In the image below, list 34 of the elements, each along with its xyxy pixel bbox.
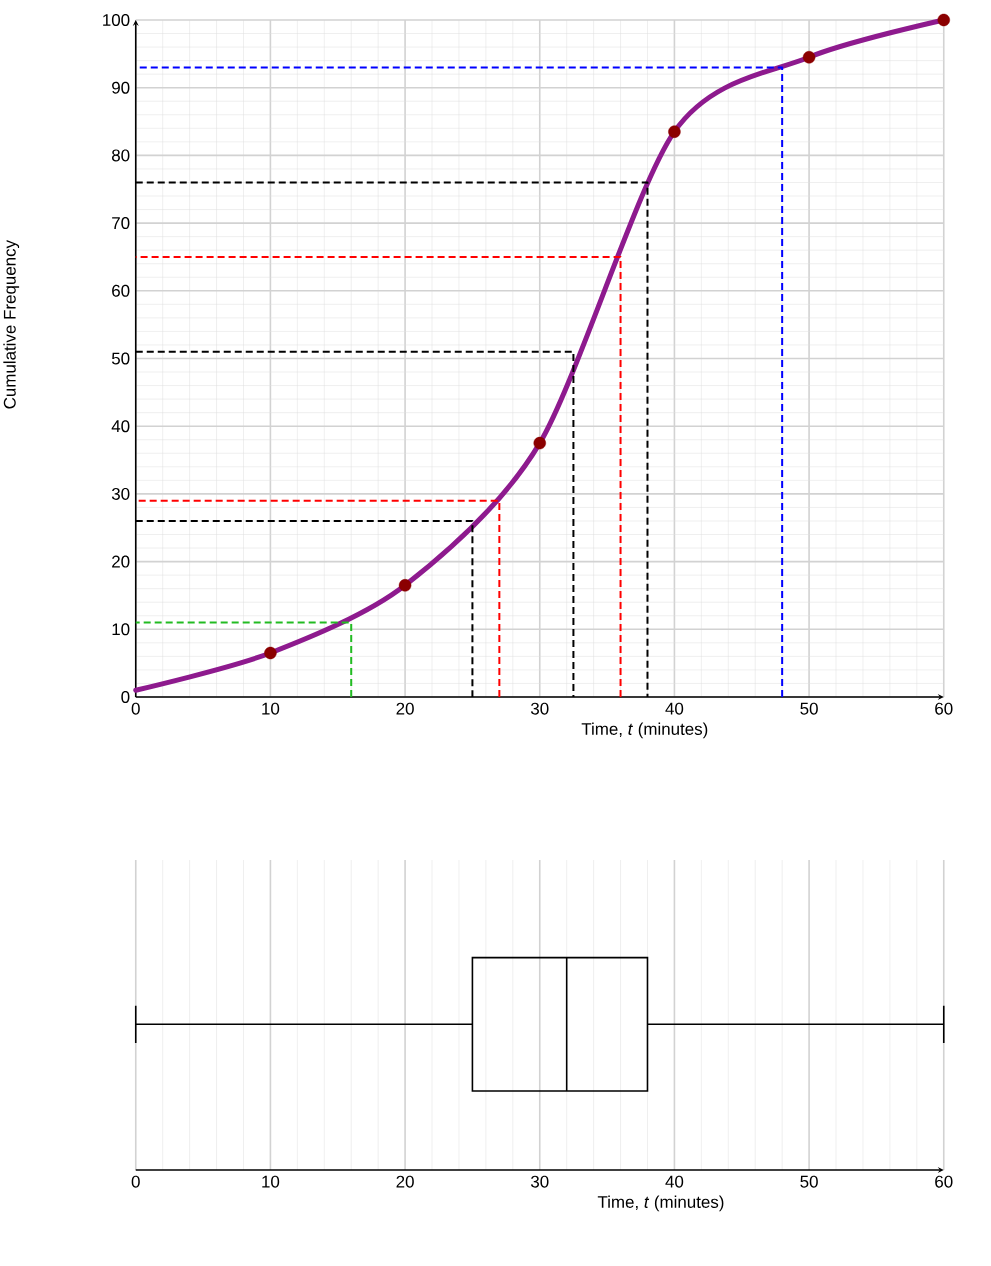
y-tick-label: 0	[121, 690, 130, 703]
y-tick-label: 90	[112, 81, 130, 94]
x-tick-label: 50	[800, 1175, 818, 1188]
x-tick-label: 40	[665, 1175, 684, 1188]
x-tick-label: 10	[262, 702, 280, 715]
y-axis-title: Cumulative Frequency	[3, 239, 20, 409]
x-tick-label: 20	[396, 702, 414, 715]
y-tick-label: 50	[112, 352, 130, 365]
y-tick-label: 30	[112, 487, 130, 500]
x-tick-label: 10	[262, 1175, 280, 1188]
point	[533, 436, 547, 450]
x-tick-label: 40	[665, 702, 684, 715]
x-tick-label: 0	[131, 1175, 140, 1188]
x-tick-label: 0	[131, 702, 140, 715]
x-axis-title: Time, t (minutes)	[581, 722, 708, 739]
y-tick-label: 20	[112, 555, 130, 568]
x-tick-label: 20	[396, 1175, 414, 1188]
x-tick-label: 60	[935, 702, 953, 715]
y-tick-label: 80	[112, 149, 130, 162]
x-tick-label: 50	[800, 702, 818, 715]
x-tick-label: 60	[935, 1175, 953, 1188]
y-tick-label: 100	[103, 13, 130, 26]
y-tick-label: 10	[112, 623, 130, 636]
x-tick-label: 30	[531, 1175, 549, 1188]
x-tick-label: 30	[531, 702, 549, 715]
y-tick-label: 60	[112, 284, 130, 297]
y-tick-label: 40	[111, 420, 130, 433]
point	[803, 51, 816, 64]
y-tick-label: 70	[112, 217, 130, 230]
point	[937, 13, 951, 27]
point	[668, 125, 681, 138]
x-axis-title: Time, t (minutes)	[597, 1195, 724, 1212]
point	[399, 579, 412, 592]
point	[264, 646, 277, 660]
